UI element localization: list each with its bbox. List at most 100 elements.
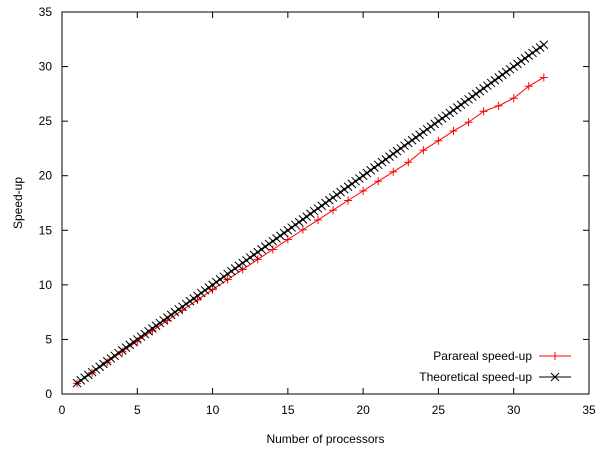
series-1-point-36	[208, 280, 217, 290]
series-1-point-77	[362, 168, 372, 178]
series-1-point-40	[223, 269, 232, 279]
series-1-point-94	[426, 122, 436, 131]
series-1-point-15	[129, 337, 138, 347]
series-0-point-23	[419, 146, 428, 155]
series-1-point-112	[494, 73, 504, 82]
series-1-point-91	[415, 130, 424, 140]
series-0-point-22	[404, 158, 413, 167]
series-0-point-18	[344, 196, 353, 205]
series-1-point-39	[219, 272, 229, 282]
series-1-point-55	[279, 228, 289, 238]
series-1-point-117	[513, 59, 522, 69]
y-tick-label-2: 10	[39, 278, 53, 292]
y-tick-label-4: 20	[39, 169, 53, 183]
series-1-point-109	[483, 81, 492, 91]
y-tick-label-5: 25	[39, 114, 53, 128]
series-0-point-17	[329, 206, 338, 215]
legend-label-1: Theoretical speed-up	[419, 370, 532, 384]
series-1-point-122	[531, 45, 541, 55]
series-1-point-88	[403, 138, 413, 148]
series-1-point-115	[505, 64, 515, 74]
series-1-point-11	[114, 348, 123, 358]
x-tick-label-5: 25	[432, 403, 446, 417]
series-0-point-16	[313, 215, 322, 224]
series-1-point-114	[501, 67, 511, 77]
series-1-point-53	[272, 234, 281, 243]
y-tick-label-0: 0	[45, 387, 52, 401]
series-1-point-98	[441, 111, 451, 121]
series-1-point-72	[343, 182, 353, 191]
series-1-point-108	[479, 84, 488, 93]
legend-marker-1	[550, 372, 560, 382]
series-1-point-121	[528, 48, 537, 58]
series-1-point-49	[257, 245, 266, 254]
series-1-point-17	[136, 332, 146, 342]
series-1-point-61	[302, 212, 312, 221]
series-1-point-8	[102, 356, 112, 366]
x-tick-label-7: 35	[582, 403, 596, 417]
series-0-point-26	[464, 118, 473, 127]
series-1-point-79	[370, 163, 379, 172]
series-1-point-124	[539, 40, 549, 50]
series-1-point-119	[520, 54, 530, 63]
series-1-point-111	[490, 75, 500, 85]
series-1-point-113	[498, 70, 507, 80]
series-1-point-60	[298, 215, 308, 224]
series-1-point-68	[328, 193, 338, 202]
series-0-point-20	[374, 177, 383, 186]
series-1-point-44	[238, 258, 248, 268]
series-1-point-38	[215, 275, 225, 284]
series-1-point-123	[535, 43, 545, 52]
series-1-point-26	[170, 307, 180, 317]
series-0-point-25	[449, 126, 458, 135]
series-1-point-107	[475, 86, 485, 96]
legend: Parareal speed-up Theoretical speed-up	[419, 349, 571, 384]
series-1-point-16	[132, 335, 142, 344]
series-1-point-71	[339, 185, 349, 194]
series-0-point-24	[434, 136, 443, 145]
series-1-point-46	[245, 253, 255, 262]
series-1-point-47	[249, 250, 259, 260]
series-1-point-64	[313, 204, 323, 213]
series-1-point-5	[91, 365, 101, 374]
series-1-point-62	[306, 209, 315, 219]
series-1-point-19	[144, 326, 153, 336]
series-1-point-118	[516, 56, 526, 66]
series-0-point-30	[524, 82, 533, 91]
x-tick-label-1: 5	[134, 403, 141, 417]
series-1-point-80	[373, 160, 383, 170]
series-1-point-24	[163, 313, 172, 322]
series-1-point-28	[178, 302, 187, 312]
series-0-point-21	[389, 167, 398, 176]
series-1-point-18	[140, 329, 150, 339]
series-0-point-13	[268, 245, 277, 254]
series-1-point-33	[196, 288, 206, 298]
series-1-point-3	[83, 370, 93, 380]
series-1-point-52	[268, 236, 278, 246]
series-1-point-90	[411, 133, 421, 142]
series-1-point-73	[347, 179, 357, 189]
series-1-point-7	[99, 359, 108, 369]
legend-marker-0	[551, 352, 559, 360]
series-1-point-21	[151, 321, 161, 331]
series-0-point-19	[359, 186, 368, 195]
series-1	[72, 40, 549, 388]
series-1-point-50	[260, 242, 270, 252]
series-1-point-82	[381, 154, 391, 164]
series-1-point-9	[106, 354, 116, 363]
series-1-point-116	[509, 62, 519, 71]
series-0-point-12	[253, 255, 262, 264]
series-1-point-76	[358, 171, 368, 181]
x-tick-label-4: 20	[356, 403, 370, 417]
x-tick-label-6: 30	[507, 403, 521, 417]
series-1-point-4	[87, 367, 97, 377]
series-0-line	[76, 77, 545, 384]
series-1-point-57	[287, 223, 296, 232]
series-1-point-95	[430, 119, 440, 129]
x-tick-label-2: 10	[206, 403, 220, 417]
series-1-point-85	[392, 146, 402, 156]
series-0-point-28	[494, 101, 503, 110]
series-1-point-23	[159, 315, 168, 325]
series-0-point-10	[223, 275, 232, 284]
